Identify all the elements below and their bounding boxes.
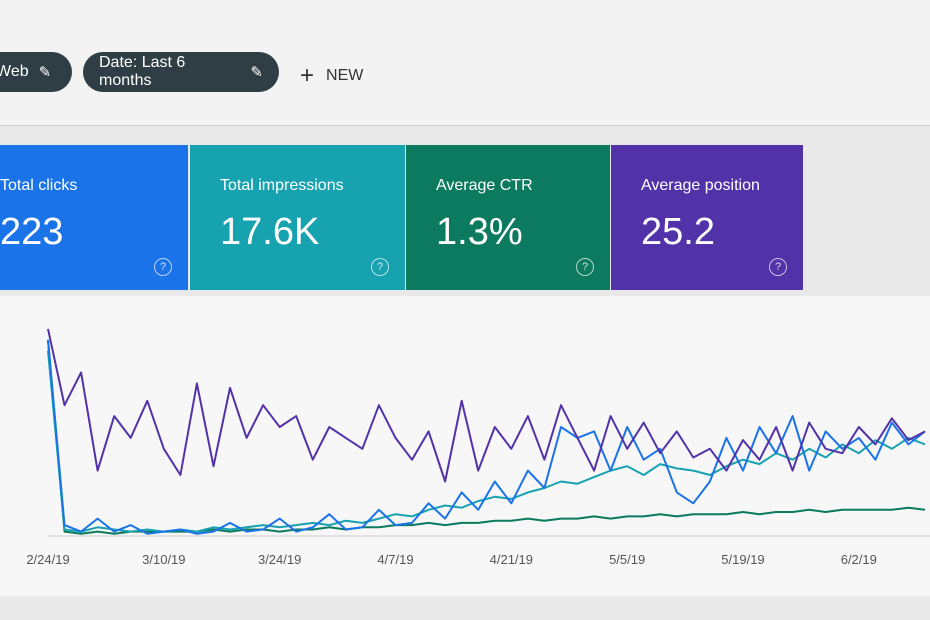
new-label: NEW [326,67,364,85]
metric-value: 223 [0,211,64,253]
x-tick-label: 5/5/19 [609,552,645,567]
metric-label: Average position [641,177,760,194]
metric-label: Average CTR [436,177,533,194]
series-line [47,339,926,535]
chip-label: Date: Last 6 months [99,54,186,89]
metric-label: Total impressions [220,177,344,194]
x-tick-label: 4/7/19 [377,552,413,567]
series-line [47,350,926,533]
metric-card[interactable]: Average position 25.2? [611,145,803,290]
metric-card[interactable]: Total clicks 223? [0,145,188,290]
metric-value: 25.2 [641,211,715,253]
x-tick-label: 5/19/19 [721,552,764,567]
x-tick-label: 6/2/19 [841,552,877,567]
metric-label: Total clicks [0,177,78,194]
x-tick-label: 4/21/19 [490,552,533,567]
x-tick-label: 3/24/19 [258,552,301,567]
metric-value: 1.3% [436,211,523,253]
series-line [47,328,926,483]
x-tick-label: 2/24/19 [26,552,69,567]
chip-label: Web [0,63,29,80]
metric-card[interactable]: Total impressions 17.6K? [190,145,405,290]
series-line [47,339,926,535]
chart-area: 2/24/19 3/10/19 3/24/19 4/7/19 4/21/19 5/5/19… [0,296,930,596]
metric-card[interactable]: Average CTR 1.3%? [406,145,610,290]
new-button[interactable]: + NEW [300,62,364,89]
help-icon[interactable]: ? [769,258,787,276]
chart: 2/24/19 3/10/19 3/24/19 4/7/19 4/21/19 5/5/19… [26,328,930,567]
metric-value: 17.6K [220,211,320,253]
x-tick-label: 3/10/19 [142,552,185,567]
help-icon[interactable]: ? [154,258,172,276]
filter-chip[interactable]: Date: Last 6 months ✎ [83,52,279,92]
help-icon[interactable]: ? [371,258,389,276]
filter-chip[interactable]: Web ✎ [0,52,72,92]
toolbar: Web ✎ Date: Last 6 months ✎ + NEW [0,0,930,126]
help-icon[interactable]: ? [576,258,594,276]
